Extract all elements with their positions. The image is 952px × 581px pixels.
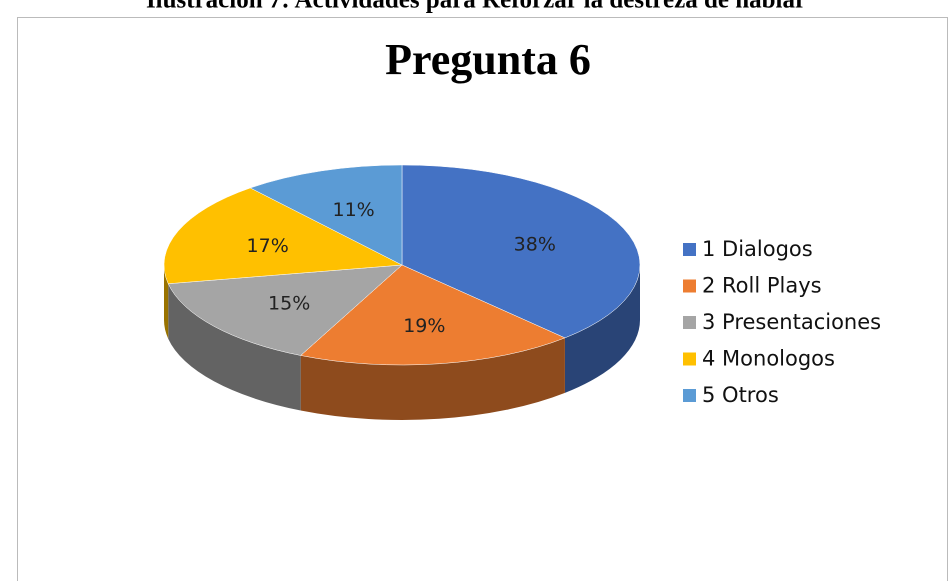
legend-swatch <box>683 352 696 366</box>
legend-swatch <box>683 389 696 402</box>
data-label: 19% <box>403 315 445 337</box>
legend-label: 1 Dialogos <box>702 237 813 261</box>
data-label: 17% <box>247 235 289 257</box>
caption: Ilustración 7: Actividades para Reforzar… <box>146 0 806 14</box>
data-label: 38% <box>514 233 556 255</box>
legend-swatch <box>683 279 696 293</box>
pie-slice <box>163 187 403 285</box>
pie-slice <box>401 164 641 339</box>
legend-label: 3 Presentaciones <box>702 310 881 334</box>
pie-side <box>300 337 565 420</box>
pie-side <box>564 265 640 393</box>
pie-side <box>168 283 301 411</box>
data-label: 11% <box>333 199 375 221</box>
pie-slice <box>249 164 403 266</box>
legend-swatch <box>683 243 696 256</box>
legend-label: 2 Roll Plays <box>702 274 822 298</box>
pie-slice <box>300 264 566 366</box>
chart-title: Pregunta 6 <box>385 35 591 84</box>
pie-slice <box>167 264 403 356</box>
legend-label: 4 Monologos <box>702 347 835 371</box>
pie-side <box>164 265 169 339</box>
data-label: 15% <box>268 292 310 314</box>
legend-swatch <box>683 316 696 329</box>
legend-label: 5 Otros <box>702 383 779 407</box>
